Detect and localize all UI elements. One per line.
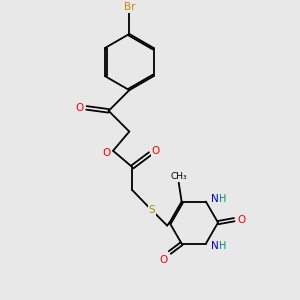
Text: O: O (102, 148, 111, 158)
Text: O: O (160, 255, 168, 265)
Text: N: N (212, 194, 219, 204)
Text: H: H (219, 241, 227, 251)
Text: O: O (152, 146, 160, 156)
Text: O: O (238, 215, 246, 225)
Text: H: H (219, 194, 227, 204)
Text: O: O (75, 103, 83, 113)
Text: CH₃: CH₃ (170, 172, 187, 181)
Text: N: N (212, 241, 219, 251)
Text: Br: Br (124, 2, 135, 12)
Text: S: S (148, 205, 155, 215)
